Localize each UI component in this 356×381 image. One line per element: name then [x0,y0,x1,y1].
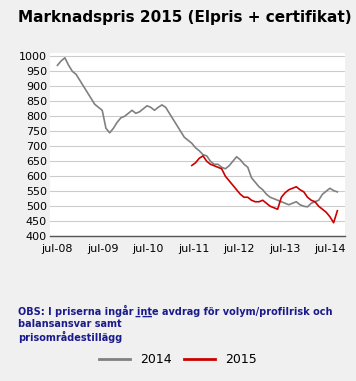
Legend: 2014, 2015: 2014, 2015 [94,348,262,371]
Text: OBS: I priserna ingår i̲n̲t̲e avdrag för volym/profilrisk och balansansvar samt
: OBS: I priserna ingår i̲n̲t̲e avdrag för… [18,305,332,343]
Text: Marknadspris 2015 (Elpris + certifikat): Marknadspris 2015 (Elpris + certifikat) [18,10,351,24]
